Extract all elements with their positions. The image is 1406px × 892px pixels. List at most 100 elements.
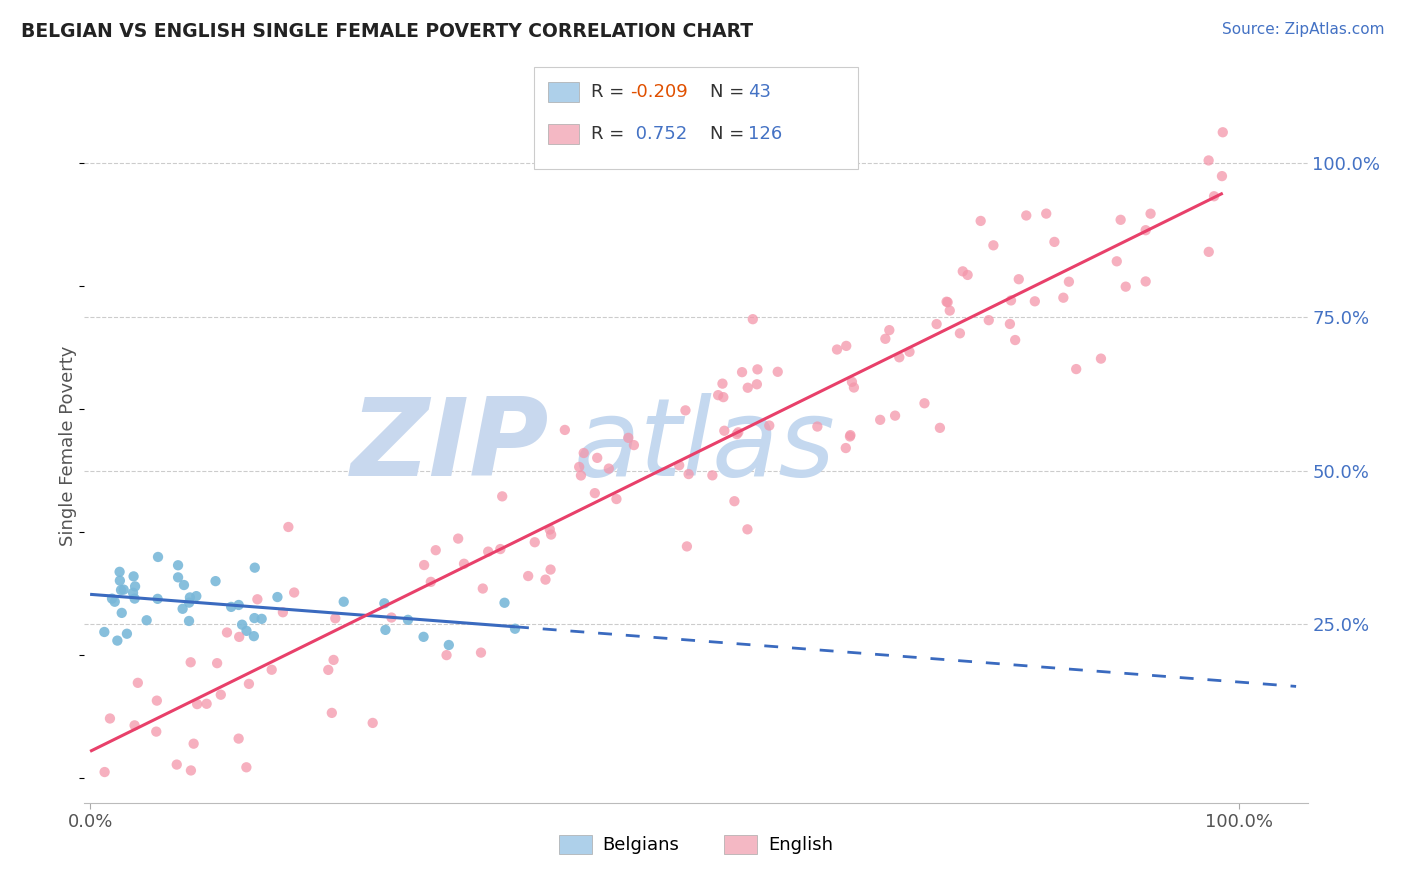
Point <box>322 653 344 667</box>
Point <box>205 656 228 670</box>
Point <box>374 623 396 637</box>
Point <box>243 629 266 643</box>
Point <box>494 596 516 610</box>
Point <box>875 332 897 346</box>
Point <box>503 622 526 636</box>
Text: -0.209: -0.209 <box>630 83 688 101</box>
Point <box>869 413 891 427</box>
Point <box>1202 189 1225 203</box>
Point <box>111 606 134 620</box>
Point <box>711 376 734 391</box>
Point <box>186 697 208 711</box>
Point <box>949 326 972 341</box>
Point <box>1043 235 1066 249</box>
Point <box>145 724 167 739</box>
Point <box>167 570 190 584</box>
Point <box>412 630 434 644</box>
Point <box>1135 223 1157 237</box>
Point <box>598 461 620 475</box>
Point <box>678 467 700 481</box>
Point <box>215 625 238 640</box>
Point <box>122 569 145 583</box>
Text: 0.752: 0.752 <box>630 125 688 143</box>
Point <box>766 365 789 379</box>
Point <box>146 591 169 606</box>
Point <box>425 543 447 558</box>
Point <box>266 590 288 604</box>
Point <box>453 557 475 571</box>
Point <box>235 624 257 638</box>
Point <box>936 295 959 310</box>
Point <box>569 468 592 483</box>
Point <box>135 613 157 627</box>
Point <box>998 317 1021 331</box>
Point <box>1008 272 1031 286</box>
Point <box>172 602 194 616</box>
Point <box>110 582 132 597</box>
Point <box>93 765 115 780</box>
Point <box>534 573 557 587</box>
Point <box>436 648 458 662</box>
Point <box>554 423 576 437</box>
Point <box>219 599 242 614</box>
Point <box>1052 291 1074 305</box>
Point <box>1024 294 1046 309</box>
Legend: Belgians, English: Belgians, English <box>553 828 839 862</box>
Point <box>1211 169 1233 183</box>
Point <box>745 377 768 392</box>
Point <box>146 549 169 564</box>
Point <box>283 585 305 599</box>
Point <box>1135 275 1157 289</box>
Text: Source: ZipAtlas.com: Source: ZipAtlas.com <box>1222 22 1385 37</box>
Point <box>727 425 749 440</box>
Point <box>104 595 127 609</box>
Point <box>572 446 595 460</box>
Point <box>1064 362 1087 376</box>
Point <box>702 468 724 483</box>
Point <box>250 612 273 626</box>
Point <box>889 351 911 365</box>
Point <box>124 579 146 593</box>
Point <box>124 718 146 732</box>
Point <box>437 638 460 652</box>
Text: N =: N = <box>710 125 749 143</box>
Point <box>115 626 138 640</box>
Point <box>246 592 269 607</box>
Point <box>204 574 226 588</box>
Point <box>491 489 513 503</box>
Point <box>879 323 901 337</box>
Point <box>956 268 979 282</box>
Point <box>605 491 627 506</box>
Point <box>108 565 131 579</box>
Point <box>179 596 201 610</box>
Point <box>105 633 128 648</box>
Point <box>183 737 205 751</box>
Point <box>316 663 339 677</box>
Point <box>523 535 546 549</box>
Point <box>361 715 384 730</box>
Point <box>179 591 201 605</box>
Text: atlas: atlas <box>574 393 835 499</box>
Point <box>332 595 354 609</box>
Point <box>538 523 561 537</box>
Point <box>925 317 948 331</box>
Point <box>321 706 343 720</box>
Point <box>983 238 1005 252</box>
Point <box>108 574 131 588</box>
Point <box>839 428 862 442</box>
Point <box>1198 153 1220 168</box>
Point <box>146 693 169 707</box>
Point <box>238 677 260 691</box>
Point <box>477 544 499 558</box>
Point <box>898 344 921 359</box>
Text: R =: R = <box>591 125 630 143</box>
Point <box>540 563 562 577</box>
Point <box>98 711 121 725</box>
Point <box>1035 206 1057 220</box>
Point <box>231 617 253 632</box>
Point <box>380 610 402 624</box>
Point <box>747 362 769 376</box>
Point <box>167 558 190 573</box>
Point <box>586 450 609 465</box>
Text: BELGIAN VS ENGLISH SINGLE FEMALE POVERTY CORRELATION CHART: BELGIAN VS ENGLISH SINGLE FEMALE POVERTY… <box>21 22 754 41</box>
